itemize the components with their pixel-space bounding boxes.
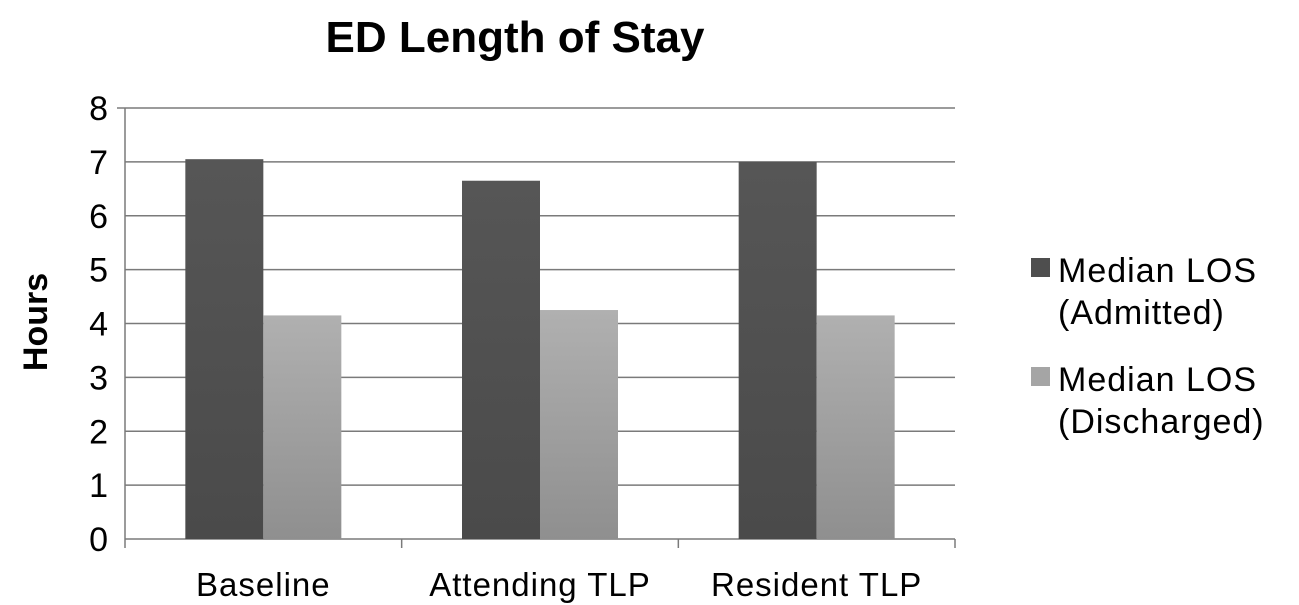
y-tick-label: 5 bbox=[89, 252, 108, 290]
chart-title: ED Length of Stay bbox=[326, 13, 705, 62]
y-tick-label: 6 bbox=[89, 198, 108, 236]
y-axis-ticks: 0 1 2 3 4 5 6 7 8 bbox=[89, 90, 108, 559]
bar-admitted bbox=[738, 161, 817, 539]
y-axis-label: Hours bbox=[17, 273, 55, 371]
y-tick-label: 7 bbox=[89, 144, 108, 182]
y-tick-label: 1 bbox=[89, 467, 108, 505]
bars bbox=[185, 159, 895, 539]
bar-admitted bbox=[462, 180, 540, 539]
bar-admitted bbox=[185, 159, 264, 539]
y-tick-label: 3 bbox=[89, 359, 108, 397]
legend: Median LOS (Admitted) Median LOS (Discharge… bbox=[1031, 252, 1265, 441]
bar-discharged bbox=[263, 315, 342, 539]
x-tick-label: Attending TLP bbox=[429, 566, 651, 603]
bar-discharged bbox=[540, 310, 618, 539]
y-tick-label: 2 bbox=[89, 413, 108, 451]
legend-swatch bbox=[1031, 367, 1050, 386]
legend-label: (Admitted) bbox=[1058, 294, 1225, 332]
x-axis-ticks: Baseline Attending TLP Resident TLP bbox=[196, 566, 922, 603]
legend-swatch bbox=[1031, 258, 1050, 277]
x-tick-label: Baseline bbox=[196, 566, 331, 603]
legend-label: Median LOS bbox=[1058, 252, 1257, 290]
y-tick-label: 8 bbox=[89, 90, 108, 128]
y-tick-label: 4 bbox=[89, 306, 108, 344]
legend-label: (Discharged) bbox=[1058, 403, 1265, 441]
x-tick-label: Resident TLP bbox=[711, 566, 922, 603]
y-tick-label: 0 bbox=[89, 521, 108, 559]
legend-label: Median LOS bbox=[1058, 361, 1257, 399]
bar-discharged bbox=[816, 315, 895, 539]
